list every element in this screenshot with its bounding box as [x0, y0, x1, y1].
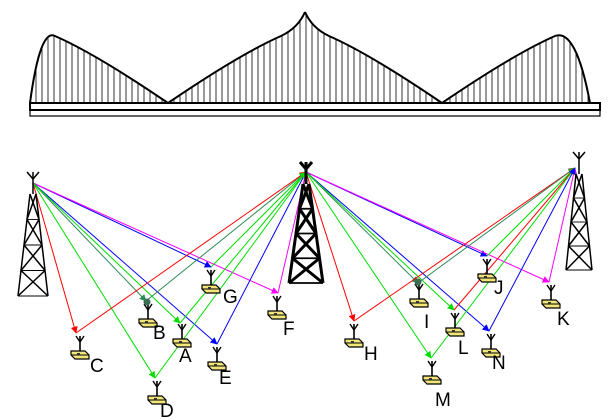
sensor-node-m: M	[422, 360, 451, 411]
wireless-links	[32, 167, 578, 379]
link-center-i	[305, 171, 419, 284]
link-left-d	[32, 182, 156, 379]
node-label: K	[557, 309, 570, 330]
node-label: D	[160, 401, 174, 419]
node-label: L	[458, 338, 469, 359]
sensor-node-n: N	[481, 333, 506, 374]
link-j-right	[486, 167, 576, 257]
link-k-right	[548, 167, 578, 283]
node-label: M	[435, 390, 451, 411]
sensor-node-b: B	[138, 298, 166, 344]
link-c-center	[75, 171, 307, 334]
link-left-c	[32, 182, 78, 334]
link-left-e	[32, 182, 218, 345]
sensor-node-g: G	[201, 269, 238, 308]
right-tower-icon	[565, 151, 593, 271]
link-center-h	[305, 171, 356, 322]
node-label: C	[90, 356, 104, 377]
sensor-node-l: L	[445, 312, 469, 359]
node-label: N	[492, 353, 506, 374]
link-center-l	[305, 171, 455, 311]
node-label: I	[424, 312, 429, 333]
node-label: J	[494, 278, 504, 299]
link-n-right	[488, 167, 576, 332]
link-left-a	[32, 182, 181, 324]
sensor-node-j: J	[477, 258, 504, 299]
suspension-bridge-icon	[29, 11, 601, 117]
link-l-right	[453, 167, 576, 311]
link-left-g	[32, 182, 212, 268]
link-center-m	[305, 171, 432, 359]
link-center-k	[305, 171, 550, 283]
sensor-nodes: AB C D E F G H I J K L M N	[70, 258, 570, 419]
node-label: E	[219, 368, 232, 389]
link-left-b	[32, 182, 147, 302]
link-h-right	[353, 167, 576, 322]
node-label: H	[364, 344, 378, 365]
sensor-node-h: H	[344, 323, 378, 365]
sensor-node-f: F	[267, 295, 295, 340]
node-label: F	[283, 319, 295, 340]
link-e-center	[216, 171, 307, 345]
link-a-center	[179, 171, 307, 324]
link-g-center	[210, 171, 307, 268]
sensor-node-i: I	[409, 278, 429, 333]
node-label: G	[223, 287, 238, 308]
towers	[17, 151, 593, 297]
link-left-f	[32, 182, 279, 294]
link-i-right	[417, 167, 576, 284]
node-label: A	[179, 346, 192, 367]
sensor-node-c: C	[70, 335, 104, 377]
center-tower-icon	[287, 161, 325, 285]
sensor-node-d: D	[147, 380, 174, 419]
link-b-center	[145, 171, 307, 302]
sensor-node-e: E	[207, 346, 232, 389]
node-label: B	[153, 323, 166, 344]
sensor-node-a: A	[172, 323, 192, 367]
left-tower-icon	[17, 171, 49, 297]
sensor-node-k: K	[541, 284, 570, 330]
